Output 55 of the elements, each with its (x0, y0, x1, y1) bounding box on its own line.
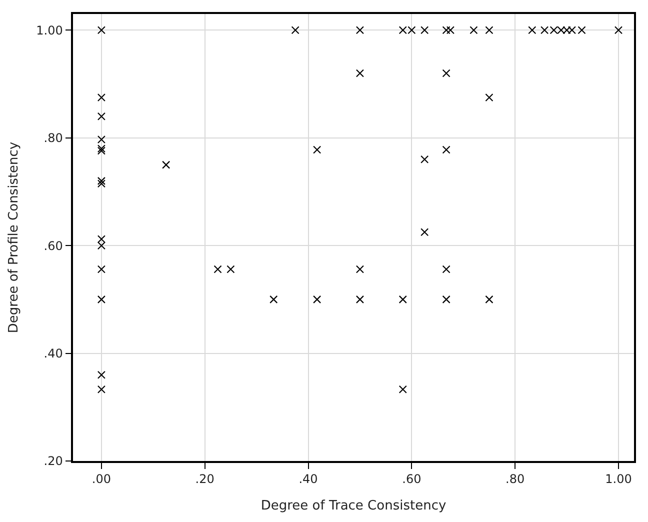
y-tick-label: .60 (44, 238, 63, 253)
y-axis-title: Degree of Profile Consistency (6, 142, 22, 334)
x-axis-title: Degree of Trace Consistency (260, 498, 446, 514)
point (446, 26, 454, 34)
point (97, 112, 106, 120)
point (97, 370, 106, 379)
point (97, 135, 106, 144)
point (97, 295, 106, 304)
point (485, 93, 494, 102)
point (97, 235, 106, 244)
point (97, 93, 106, 102)
point (485, 26, 494, 34)
x-tick-label: 1.00 (605, 472, 632, 486)
point (97, 26, 106, 34)
point (356, 26, 364, 34)
point (356, 69, 364, 78)
point (420, 228, 429, 236)
point (226, 265, 235, 274)
point (97, 144, 106, 153)
y-tick-label: .40 (44, 346, 63, 360)
point (420, 155, 429, 164)
point (614, 26, 623, 34)
point (398, 295, 407, 304)
y-tick-label: .20 (44, 454, 63, 468)
point (485, 295, 494, 304)
point (356, 295, 364, 304)
point (442, 69, 450, 78)
point (420, 26, 429, 34)
y-tick-label: 1.00 (36, 23, 63, 38)
point (470, 26, 478, 34)
point (270, 295, 278, 304)
x-tick-label: .60 (402, 472, 422, 486)
y-tick-label: .80 (44, 131, 63, 146)
point (162, 160, 170, 169)
x-tick-label: .40 (298, 472, 318, 486)
point (97, 385, 106, 394)
point (398, 385, 407, 394)
point (442, 146, 450, 154)
point (313, 295, 322, 304)
point (442, 26, 450, 34)
point (97, 265, 106, 274)
point (97, 176, 106, 185)
point (442, 295, 450, 304)
point (97, 242, 106, 250)
point (313, 146, 322, 154)
point (528, 26, 536, 34)
point (214, 265, 222, 274)
point (356, 265, 364, 274)
point (97, 180, 106, 188)
point (291, 26, 300, 34)
point (97, 146, 106, 155)
x-tick-label: .80 (506, 472, 525, 486)
point (442, 265, 450, 274)
x-tick-label: .20 (195, 472, 214, 486)
x-tick-label: .00 (92, 472, 111, 486)
